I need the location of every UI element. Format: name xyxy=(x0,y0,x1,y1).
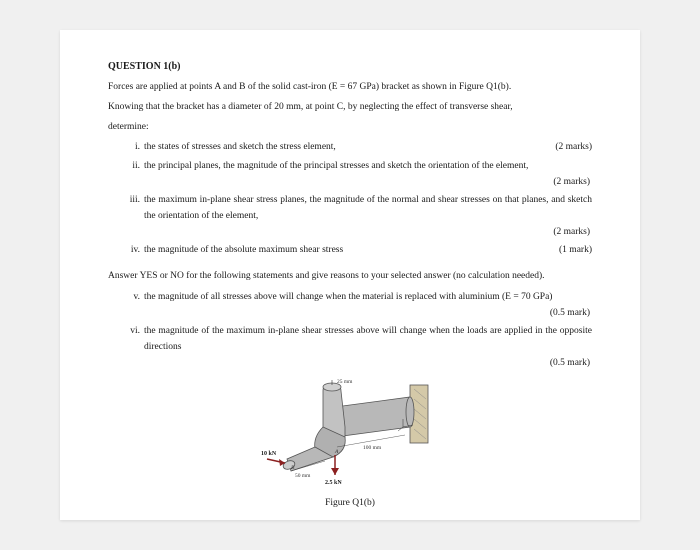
item-text: the magnitude of the maximum in-plane sh… xyxy=(144,323,592,371)
intro-line-3: determine: xyxy=(108,119,592,135)
top-dim-label: 25 mm xyxy=(337,379,353,385)
item-body: the magnitude of all stresses above will… xyxy=(144,292,552,302)
list-item: iv. the magnitude of the absolute maximu… xyxy=(122,242,592,258)
roman-numeral: v. xyxy=(122,289,140,321)
section-2-intro: Answer YES or NO for the following state… xyxy=(108,268,592,284)
dim-50mm-label: 50 mm xyxy=(295,473,311,479)
roman-numeral: vi. xyxy=(122,323,140,371)
intro-line-1: Forces are applied at points A and B of … xyxy=(108,79,592,95)
item-marks: (1 mark) xyxy=(553,242,592,258)
item-marks: (0.5 mark) xyxy=(144,305,592,321)
figure-caption: Figure Q1(b) xyxy=(108,495,592,511)
question-title: QUESTION 1(b) xyxy=(108,58,592,75)
list-item: i. the states of stresses and sketch the… xyxy=(122,139,592,155)
question-list-1: i. the states of stresses and sketch the… xyxy=(108,139,592,258)
item-marks: (2 marks) xyxy=(144,174,592,190)
list-item: vi. the magnitude of the maximum in-plan… xyxy=(122,323,592,371)
list-item: ii. the principal planes, the magnitude … xyxy=(122,158,592,190)
item-text: the states of stresses and sketch the st… xyxy=(144,139,592,155)
item-body: the magnitude of the absolute maximum sh… xyxy=(144,242,343,258)
roman-numeral: i. xyxy=(122,139,140,155)
item-text: the magnitude of all stresses above will… xyxy=(144,289,592,321)
question-list-2: v. the magnitude of all stresses above w… xyxy=(108,289,592,372)
force-10kn-label: 10 kN xyxy=(261,451,277,457)
list-item: v. the magnitude of all stresses above w… xyxy=(122,289,592,321)
item-marks: (0.5 mark) xyxy=(144,355,592,371)
roman-numeral: iii. xyxy=(122,192,140,240)
roman-numeral: iv. xyxy=(122,242,140,258)
point-a-label: A xyxy=(334,449,339,455)
list-item: iii. the maximum in-plane shear stress p… xyxy=(122,192,592,240)
item-body: the magnitude of the maximum in-plane sh… xyxy=(144,326,592,352)
intro-line-2: Knowing that the bracket has a diameter … xyxy=(108,99,592,115)
item-marks: (2 marks) xyxy=(549,139,592,155)
item-text: the principal planes, the magnitude of t… xyxy=(144,158,592,190)
force-2.5kn-label: 2.5 kN xyxy=(325,480,342,486)
document-page: QUESTION 1(b) Forces are applied at poin… xyxy=(60,30,640,520)
dim-100mm-label: 100 mm xyxy=(363,445,382,451)
roman-numeral: ii. xyxy=(122,158,140,190)
bracket-figure: 25 mm 10 kN B 50 mm 100 mm A 2.5 kN xyxy=(255,377,445,487)
item-text: the maximum in-plane shear stress planes… xyxy=(144,192,592,240)
item-body: the principal planes, the magnitude of t… xyxy=(144,161,528,171)
horizontal-arm xyxy=(335,397,410,437)
item-text: the magnitude of the absolute maximum sh… xyxy=(144,242,592,258)
item-body: the states of stresses and sketch the st… xyxy=(144,139,336,155)
item-body: the maximum in-plane shear stress planes… xyxy=(144,195,592,221)
figure-container: 25 mm 10 kN B 50 mm 100 mm A 2.5 kN Figu… xyxy=(108,377,592,511)
item-marks: (2 marks) xyxy=(144,224,592,240)
